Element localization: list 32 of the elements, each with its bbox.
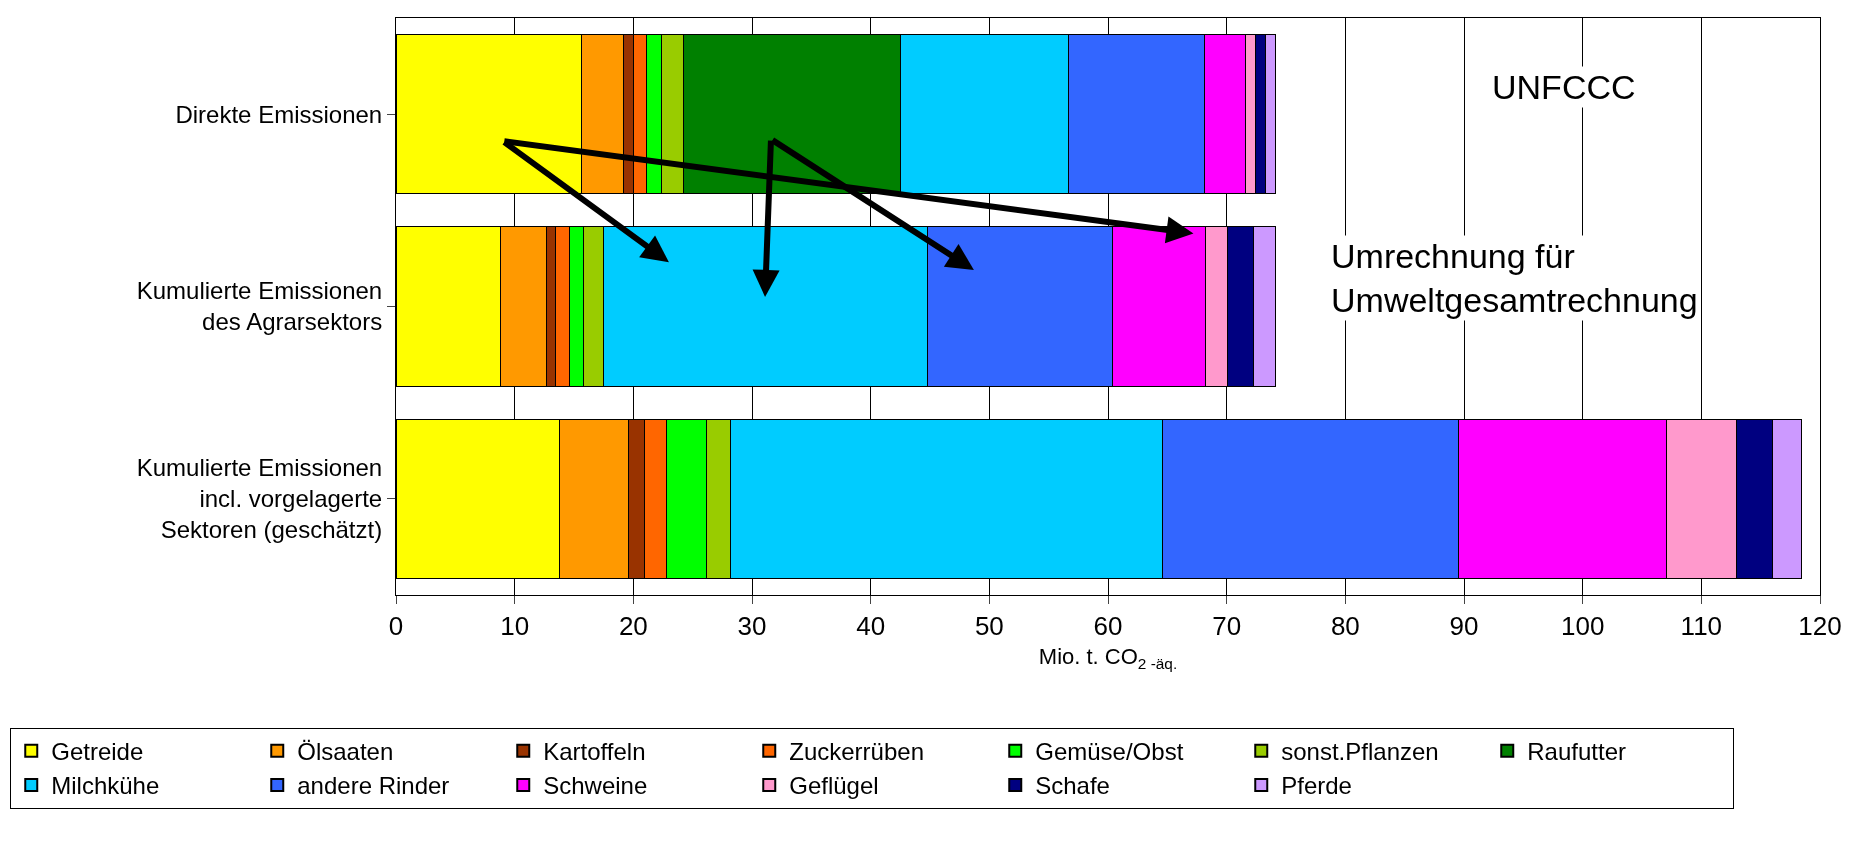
legend-label: Zuckerrüben (789, 738, 924, 766)
x-tick-label: 20 (618, 611, 648, 642)
legend-label: andere Rinder (297, 772, 450, 800)
x-tick-label: 120 (1798, 611, 1842, 642)
y-tick-label: Kumulierte Emissionen des Agrarsektors (136, 277, 383, 336)
x-tick-label: 0 (388, 611, 404, 642)
x-tick-label: 50 (974, 611, 1004, 642)
x-tick-label: 90 (1449, 611, 1479, 642)
legend-label: Milchkühe (51, 772, 160, 800)
legend-label: Pferde (1281, 772, 1352, 800)
legend-label: Kartoffeln (543, 738, 646, 766)
y-tick-label: Direkte Emissionen (175, 100, 383, 128)
legend-label: Geflügel (789, 772, 879, 800)
legend-label: Getreide (51, 738, 144, 766)
legend-label: Schafe (1035, 772, 1110, 800)
legend-label: Gemüse/Obst (1035, 738, 1184, 766)
x-tick-label: 40 (856, 611, 886, 642)
x-tick-label: 30 (737, 611, 767, 642)
legend-label: Raufutter (1527, 738, 1626, 766)
x-tick-label: 10 (500, 611, 530, 642)
annotation: UNFCCC (1492, 68, 1636, 106)
annotation: Umrechnung für Umweltgesamtrechnung (1331, 237, 1698, 320)
y-tick-label: Kumulierte Emissionen incl. vorgelagerte Sektoren (geschätzt) (136, 454, 383, 544)
legend-label: Schweine (543, 772, 648, 800)
x-tick-label: 60 (1093, 611, 1123, 642)
x-tick-label: 80 (1330, 611, 1360, 642)
x-tick-label: 110 (1680, 611, 1723, 642)
x-axis-title: Mio. t. CO$_{2 -äq.}$ (1038, 644, 1178, 672)
x-tick-label: 70 (1212, 611, 1242, 642)
legend-label: Ölsaaten (297, 738, 394, 766)
legend-label: sonst.Pflanzen (1281, 738, 1439, 766)
x-tick-label: 100 (1560, 611, 1605, 642)
